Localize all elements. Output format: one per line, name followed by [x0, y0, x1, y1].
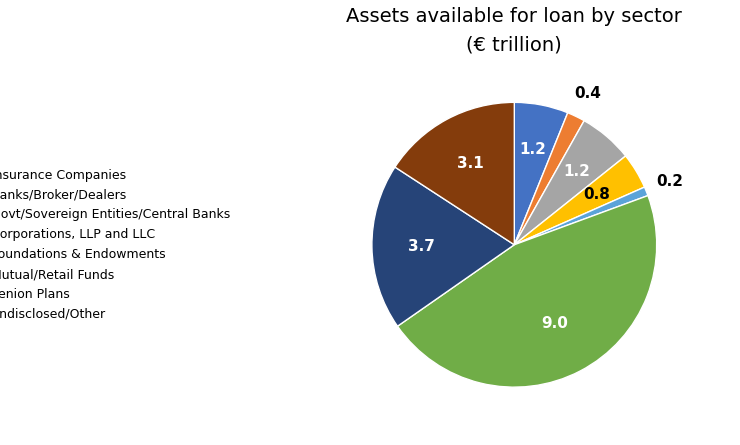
Wedge shape: [514, 102, 568, 245]
Wedge shape: [514, 156, 645, 245]
Text: 3.7: 3.7: [408, 239, 435, 254]
Wedge shape: [397, 195, 656, 387]
Wedge shape: [514, 187, 648, 245]
Title: Assets available for loan by sector
(€ trillion): Assets available for loan by sector (€ t…: [346, 7, 682, 54]
Wedge shape: [372, 167, 514, 326]
Text: 1.2: 1.2: [564, 163, 591, 178]
Text: 0.4: 0.4: [574, 86, 601, 101]
Text: 9.0: 9.0: [542, 316, 568, 331]
Wedge shape: [395, 102, 514, 245]
Wedge shape: [514, 121, 625, 245]
Text: 1.2: 1.2: [519, 142, 546, 157]
Text: 3.1: 3.1: [457, 156, 483, 171]
Text: 0.8: 0.8: [584, 187, 610, 202]
Wedge shape: [514, 113, 584, 245]
Text: 0.2: 0.2: [656, 174, 684, 189]
Legend: Insurance Companies, Banks/Broker/Dealers, Govt/Sovereign Entities/Central Banks: Insurance Companies, Banks/Broker/Dealer…: [0, 169, 230, 321]
